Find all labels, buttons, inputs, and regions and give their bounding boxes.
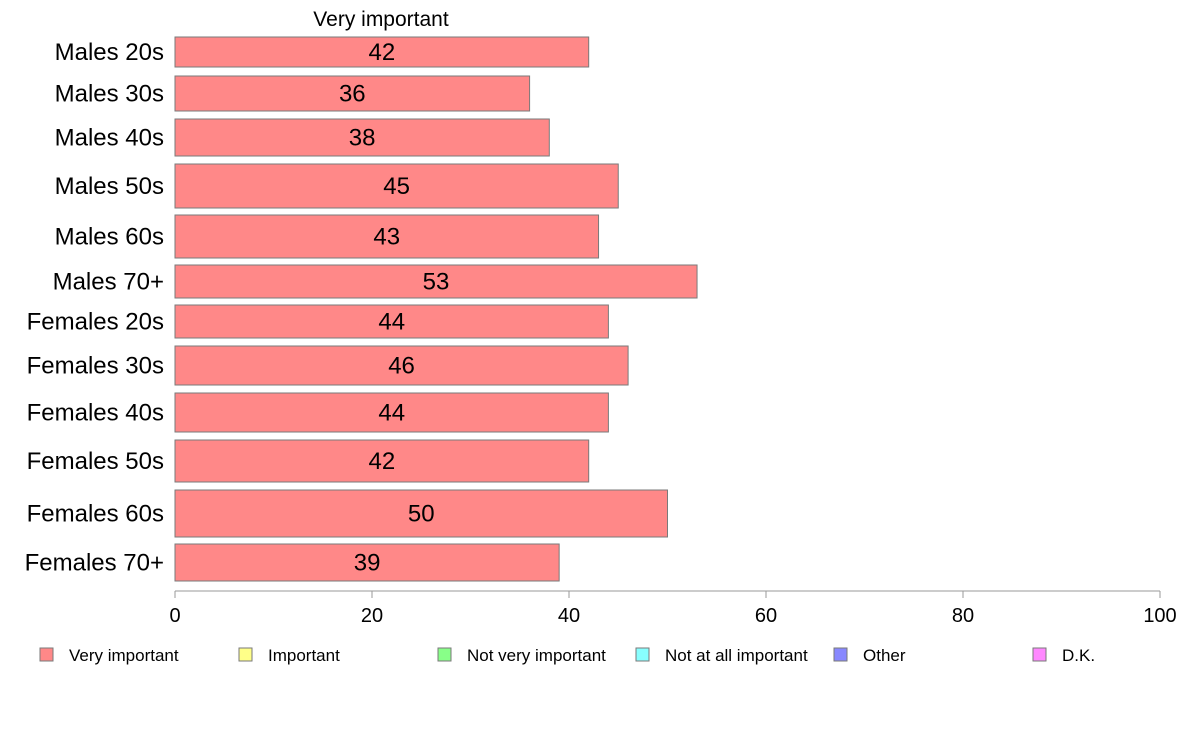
x-tick-label: 20 bbox=[361, 605, 383, 627]
legend-label: D.K. bbox=[1062, 646, 1095, 665]
category-label: Males 20s bbox=[55, 39, 164, 66]
legend-swatch bbox=[437, 647, 452, 662]
category-label: Males 30s bbox=[55, 81, 164, 108]
legend-swatch bbox=[833, 647, 848, 662]
bar-6 bbox=[174, 264, 698, 299]
bar-2 bbox=[174, 75, 531, 112]
bar-10 bbox=[174, 439, 590, 483]
legend: Very important Important Not very importan… bbox=[39, 646, 1095, 665]
x-axis: 0 20 40 60 80 100 bbox=[169, 590, 1177, 627]
bar-3 bbox=[174, 118, 550, 157]
legend-label: Not very important bbox=[467, 646, 606, 665]
x-tick-label: 0 bbox=[169, 605, 180, 627]
value-label: 44 bbox=[378, 400, 405, 427]
bar-4 bbox=[174, 163, 619, 209]
legend-swatch bbox=[39, 647, 54, 662]
value-label: 50 bbox=[408, 501, 435, 528]
legend-swatch bbox=[1032, 647, 1047, 662]
category-label: Males 70+ bbox=[53, 269, 164, 296]
x-tick-label: 80 bbox=[952, 605, 974, 627]
category-label: Females 60s bbox=[27, 501, 164, 528]
value-label: 42 bbox=[368, 39, 395, 66]
category-label: Females 30s bbox=[27, 353, 164, 380]
bar-1 bbox=[174, 36, 590, 68]
value-label: 46 bbox=[388, 353, 415, 380]
category-label: Males 60s bbox=[55, 224, 164, 251]
bar-9 bbox=[174, 392, 609, 433]
legend-swatch bbox=[238, 647, 253, 662]
value-label: 39 bbox=[354, 550, 381, 577]
value-label: 36 bbox=[339, 81, 366, 108]
value-label: 43 bbox=[373, 224, 400, 251]
bar-7 bbox=[174, 304, 609, 339]
legend-label: Not at all important bbox=[665, 646, 808, 665]
value-label: 38 bbox=[349, 125, 376, 152]
category-label: Females 70+ bbox=[25, 550, 164, 577]
legend-swatch bbox=[635, 647, 650, 662]
bar-12 bbox=[174, 543, 560, 582]
x-tick-label: 40 bbox=[558, 605, 580, 627]
bar-8 bbox=[174, 345, 629, 386]
category-label: Males 50s bbox=[55, 173, 164, 200]
category-label: Females 20s bbox=[27, 309, 164, 336]
category-label: Females 50s bbox=[27, 448, 164, 475]
category-label: Females 40s bbox=[27, 400, 164, 427]
bars-group: Males 20s 42 Males 30s 36 Males 40s 38 Males 5… bbox=[25, 36, 698, 582]
value-label: 45 bbox=[383, 173, 410, 200]
x-tick-label: 100 bbox=[1143, 605, 1176, 627]
bar-11 bbox=[174, 489, 668, 538]
value-label: 53 bbox=[423, 269, 450, 296]
legend-label: Other bbox=[863, 646, 906, 665]
legend-label: Important bbox=[268, 646, 340, 665]
bar-5 bbox=[174, 214, 600, 259]
value-label: 44 bbox=[378, 309, 405, 336]
legend-label: Very important bbox=[69, 646, 179, 665]
value-label: 42 bbox=[368, 448, 395, 475]
column-title: Very important bbox=[313, 8, 449, 31]
x-tick-label: 60 bbox=[755, 605, 777, 627]
category-label: Males 40s bbox=[55, 125, 164, 152]
